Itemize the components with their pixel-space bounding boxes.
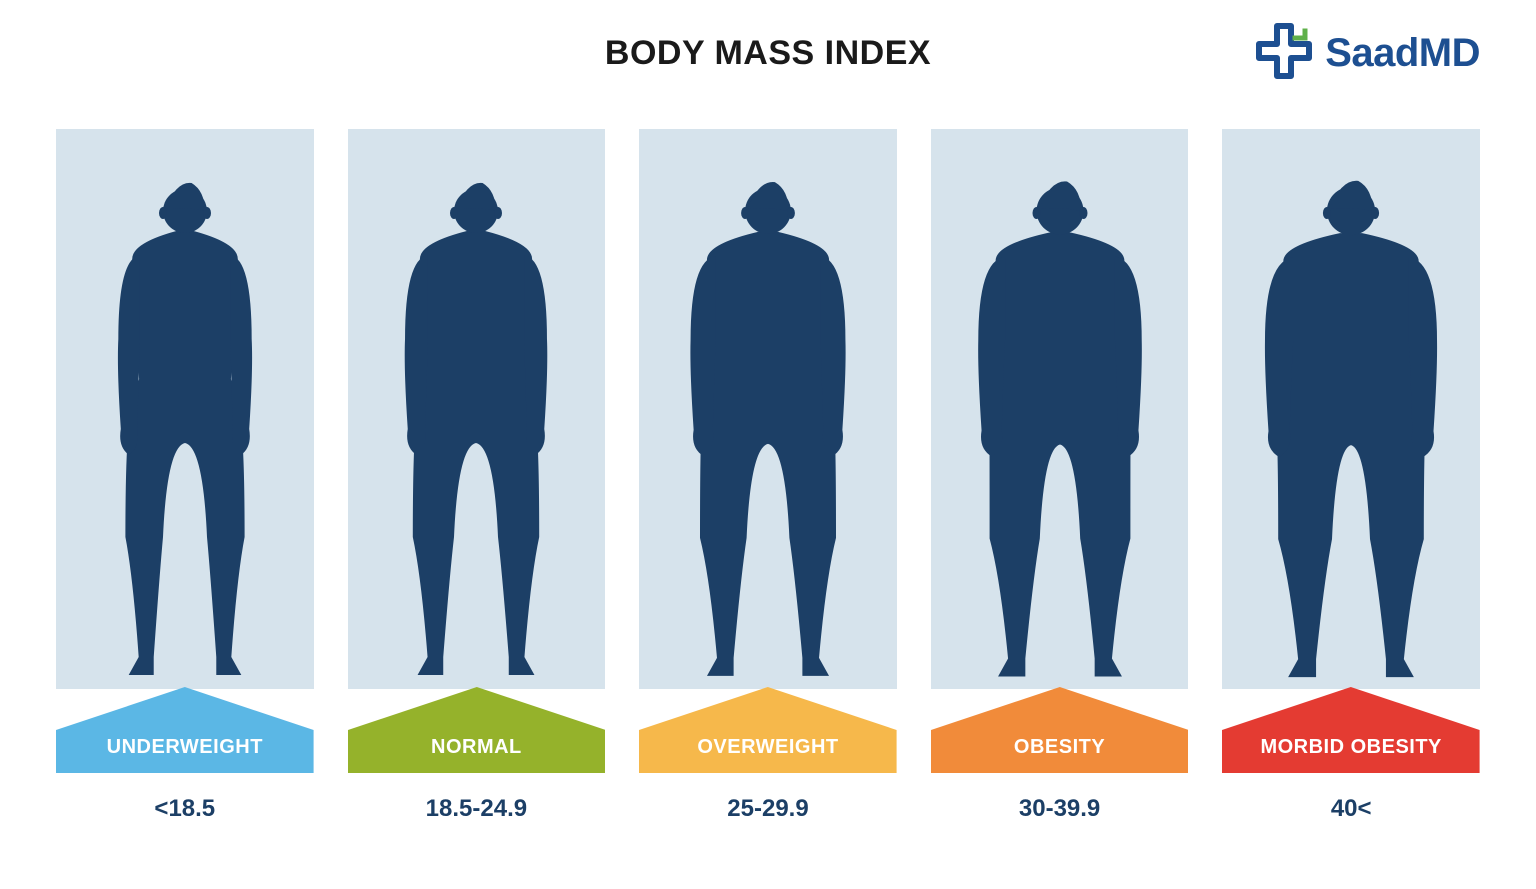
bmi-category-card: OBESITY 30-39.9	[931, 129, 1189, 823]
brand-name: SaadMD	[1325, 31, 1480, 76]
category-range: 40<	[1331, 795, 1372, 823]
category-range: 25-29.9	[727, 795, 808, 823]
category-label: OBESITY	[931, 736, 1189, 759]
category-label: UNDERWEIGHT	[56, 736, 314, 759]
silhouette-panel	[348, 129, 606, 689]
silhouette-panel	[931, 129, 1189, 689]
brand-logo: SaadMD	[1255, 22, 1480, 85]
medical-cross-icon	[1255, 22, 1313, 85]
category-arrow: UNDERWEIGHT	[56, 687, 314, 773]
category-arrow: OVERWEIGHT	[639, 687, 897, 773]
category-range: 30-39.9	[1019, 795, 1100, 823]
bmi-category-row: UNDERWEIGHT <18.5	[56, 129, 1480, 823]
bmi-category-card: NORMAL 18.5-24.9	[348, 129, 606, 823]
category-arrow: MORBID OBESITY	[1222, 687, 1480, 773]
category-range: <18.5	[154, 795, 215, 823]
category-label: NORMAL	[348, 736, 606, 759]
bmi-category-card: UNDERWEIGHT <18.5	[56, 129, 314, 823]
category-arrow: OBESITY	[931, 687, 1189, 773]
silhouette-panel	[1222, 129, 1480, 689]
bmi-category-card: MORBID OBESITY 40<	[1222, 129, 1480, 823]
category-arrow: NORMAL	[348, 687, 606, 773]
category-label: OVERWEIGHT	[639, 736, 897, 759]
silhouette-panel	[639, 129, 897, 689]
bmi-infographic: SaadMD BODY MASS INDEX	[0, 0, 1536, 889]
bmi-category-card: OVERWEIGHT 25-29.9	[639, 129, 897, 823]
category-range: 18.5-24.9	[426, 795, 527, 823]
category-label: MORBID OBESITY	[1222, 736, 1480, 759]
silhouette-panel	[56, 129, 314, 689]
